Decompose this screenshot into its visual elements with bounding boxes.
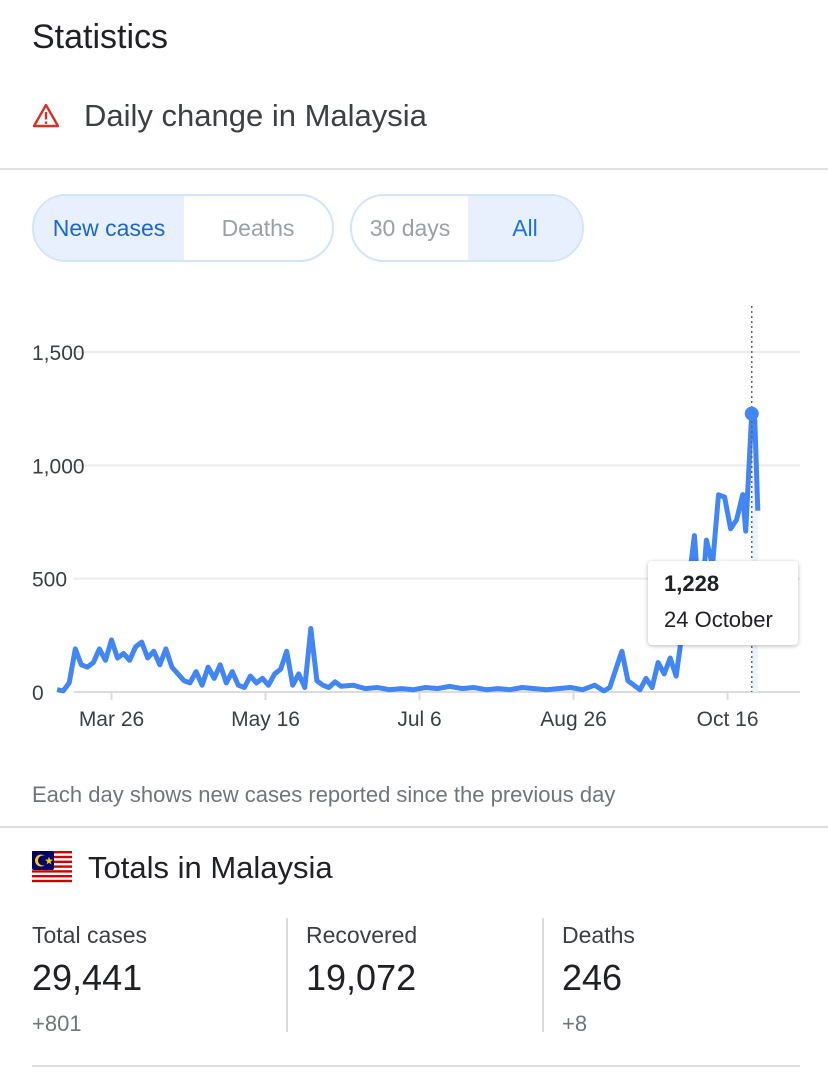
highlight-point[interactable] [744,406,759,421]
subtitle-text: Daily change in Malaysia [84,98,427,133]
chart-subtitle: Daily change in Malaysia [32,96,427,136]
y-tick-label: 0 [32,682,44,705]
stat-value: 246 [562,957,623,998]
y-tick-label: 1,500 [32,342,85,365]
stat-total-cases: Total cases 29,441 +801 [32,918,272,1036]
stat-deaths: Deaths 246 +8 [562,918,792,1036]
chart-footnote: Each day shows new cases reported since … [32,782,616,807]
tab-deaths[interactable]: Deaths [221,214,295,241]
stat-separator [542,918,544,1032]
totals-header: Totals in Malaysia [32,848,333,888]
stat-value: 29,441 [32,957,143,998]
y-tick-label: 500 [32,569,67,592]
stat-separator [286,918,288,1032]
stat-change: +8 [562,1011,588,1036]
tooltip-value: 1,228 [664,571,720,596]
stat-change: +801 [32,1011,82,1036]
stat-recovered: Recovered 19,072 [306,918,536,1032]
malaysia-flag-icon [32,851,72,885]
x-tick-label: Mar 26 [79,708,144,731]
tab-all[interactable]: All [468,196,582,260]
stat-value: 19,072 [306,957,417,998]
x-tick-label: May 16 [231,708,300,731]
x-tick-label: Jul 6 [397,708,441,731]
header-divider [0,168,828,170]
tab-30-days[interactable]: 30 days [369,214,451,241]
metric-toggle: New cases Deaths [32,194,334,262]
x-tick-label: Aug 26 [540,708,607,731]
section-divider [0,826,828,828]
page-title: Statistics [32,18,169,56]
series-line [56,411,761,694]
tab-new-cases[interactable]: New cases [34,196,184,260]
new-cases-chart[interactable]: 0 500 1,000 1,500 Mar 26 May 16 Jul 6 Aug 26 Oc… [0,290,828,740]
chart-tooltip: 1,228 24 October [648,561,798,645]
tooltip-date: 24 October [664,607,773,632]
stat-label: Recovered [306,922,418,948]
totals-title: Totals in Malaysia [88,850,333,885]
range-toggle: 30 days All [350,194,584,262]
bottom-divider [32,1065,800,1067]
y-tick-label: 1,000 [32,455,85,478]
warning-triangle-icon [32,103,60,128]
x-tick-label: Oct 16 [697,708,759,731]
stat-label: Deaths [562,922,635,948]
stat-label: Total cases [32,922,148,948]
